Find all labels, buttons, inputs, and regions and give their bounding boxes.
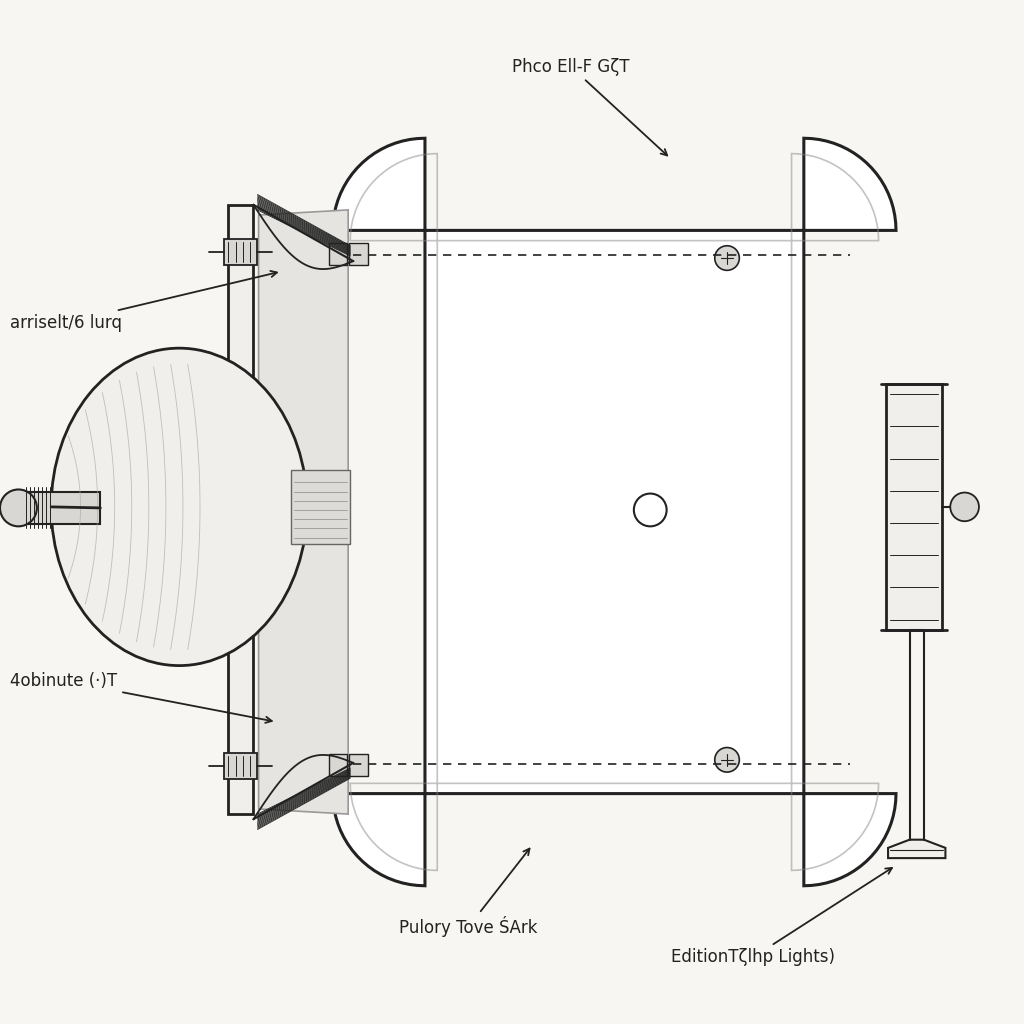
Bar [886, 384, 942, 630]
Bar [224, 239, 257, 265]
Bar [227, 205, 253, 814]
Bar [349, 754, 368, 776]
Bar [224, 753, 257, 779]
Circle shape [0, 489, 37, 526]
Bar [329, 754, 347, 776]
Ellipse shape [51, 348, 307, 666]
Circle shape [950, 493, 979, 521]
Circle shape [715, 246, 739, 270]
Text: EditionTζlhp Lights): EditionTζlhp Lights) [671, 868, 892, 967]
Circle shape [634, 494, 667, 526]
Polygon shape [888, 840, 945, 858]
Text: Pulory Tove ŚArk: Pulory Tove ŚArk [399, 849, 538, 937]
Bar [329, 243, 347, 265]
Text: Phco Ell-F GζT: Phco Ell-F GζT [512, 57, 668, 156]
Polygon shape [258, 210, 348, 814]
Bar [26, 492, 100, 524]
Text: 4obinute (·)T: 4obinute (·)T [10, 672, 271, 723]
Text: arriselt/6 lurq: arriselt/6 lurq [10, 271, 276, 332]
Bar [291, 470, 350, 544]
Polygon shape [333, 138, 896, 886]
Bar [349, 243, 368, 265]
Circle shape [715, 748, 739, 772]
